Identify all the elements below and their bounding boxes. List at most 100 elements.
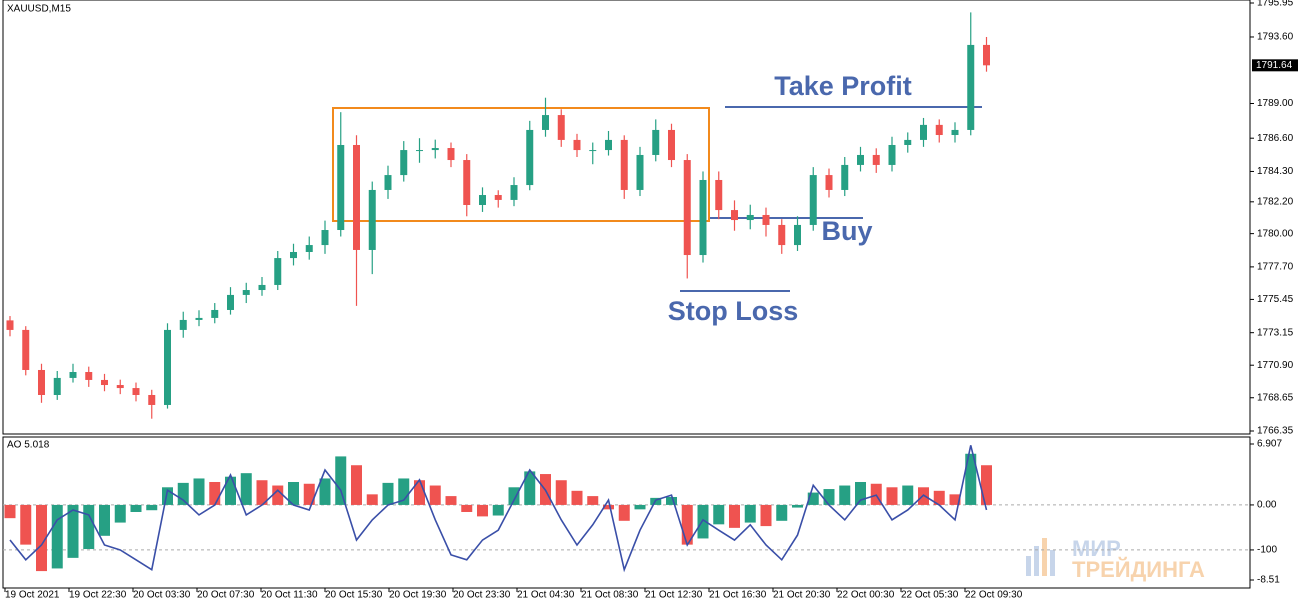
candle-body [841, 164, 849, 190]
y-tick-label: 1782.20 [1257, 196, 1294, 207]
ao-bar [823, 489, 835, 505]
candle-body [683, 160, 691, 256]
ao-bar [713, 504, 725, 525]
ao-bar [634, 504, 646, 510]
watermark-text: ТРЕЙДИНГА [1072, 557, 1205, 582]
x-tick-label: 22 Oct 00:30 [837, 590, 895, 600]
candle-body [22, 329, 30, 370]
candle-body [620, 139, 628, 190]
candle-body [935, 124, 943, 136]
candle-body [888, 144, 896, 165]
y-tick-label: 1766.35 [1257, 426, 1294, 437]
ao-bar [51, 504, 63, 569]
candle-body [589, 150, 597, 152]
x-tick-label: 22 Oct 05:30 [901, 590, 959, 600]
y-tick-label: 1784.30 [1257, 166, 1294, 177]
ao-bar [555, 480, 567, 505]
candle-body [857, 154, 864, 165]
ao-bar [303, 483, 315, 505]
y-tick-label: 1793.60 [1257, 32, 1294, 43]
candle-body [242, 290, 250, 295]
candle-body [132, 388, 140, 395]
candle-body [746, 214, 754, 221]
y-tick-label: 1786.60 [1257, 133, 1294, 144]
ao-bar [492, 504, 504, 516]
y-tick-label: 1777.70 [1257, 262, 1294, 273]
candle-body [951, 129, 959, 136]
candle-body [526, 129, 534, 186]
ao-bar [67, 504, 79, 558]
candle-body [605, 139, 612, 151]
ao-bar [587, 496, 599, 505]
candle-body [636, 154, 644, 190]
candle-body [872, 154, 880, 165]
ao-bar [807, 492, 819, 505]
y-tick-label: 6.907 [1257, 439, 1282, 450]
candle-body [227, 294, 234, 310]
candle-body [542, 115, 549, 130]
x-tick-label: 21 Oct 04:30 [517, 590, 575, 600]
ao-bar [666, 496, 677, 505]
candle-body [809, 175, 817, 225]
candle-body [668, 129, 675, 161]
candle-body [38, 369, 45, 395]
ao-bar [414, 480, 425, 505]
ao-bar [4, 504, 16, 519]
ao-bar [603, 504, 614, 510]
candle-body [778, 224, 786, 246]
ao-bar [729, 504, 740, 528]
candle-body [290, 251, 297, 259]
y-tick-label: 1789.00 [1257, 98, 1294, 109]
candle-body [148, 394, 156, 405]
candle-body [731, 210, 738, 221]
candle-body [211, 309, 219, 318]
candle-body [494, 195, 502, 200]
candle-body [6, 320, 14, 330]
ao-bar [83, 504, 95, 550]
ao-bar [288, 481, 299, 505]
x-tick-label: 19 Oct 2021 [5, 590, 60, 600]
ao-bar [193, 478, 205, 505]
candle-body [321, 230, 329, 246]
ao-bar [225, 476, 236, 505]
ao-bar [697, 504, 709, 539]
ao-bar [398, 478, 410, 505]
ao-bar [256, 480, 268, 505]
y-tick-label: 1768.65 [1257, 392, 1294, 403]
ao-bar [240, 473, 252, 505]
ao-bar [461, 504, 473, 512]
ao-bar [445, 496, 457, 505]
candle-body [164, 329, 171, 405]
candle-body [967, 44, 975, 130]
candle-body [573, 139, 581, 151]
candle-body [652, 129, 660, 155]
candle-body [353, 144, 360, 250]
ao-bar [681, 504, 693, 545]
symbol-label: XAUUSD,M15 [7, 4, 71, 15]
ao-bar [508, 487, 520, 505]
x-tick-label: 20 Oct 11:30 [261, 590, 318, 600]
ao-bar [319, 478, 331, 505]
y-tick-label: -8.51 [1257, 575, 1280, 586]
candle-body [337, 144, 345, 231]
watermark-icon [1026, 556, 1031, 576]
y-tick-label: 1775.45 [1257, 294, 1294, 305]
candle-body [101, 379, 108, 386]
x-tick-label: 21 Oct 08:30 [581, 590, 639, 600]
ao-bar [524, 471, 536, 505]
ao-bar [429, 485, 441, 505]
ao-bar [618, 504, 630, 521]
candle-body [179, 319, 187, 330]
stop-loss-label: Stop Loss [668, 296, 799, 326]
candle-body [85, 372, 93, 380]
price-pane [2, 0, 1251, 435]
candle-body [195, 317, 203, 320]
x-tick-label: 21 Oct 20:30 [773, 590, 831, 600]
ao-bar [571, 490, 583, 505]
ao-bar [477, 504, 488, 517]
ao-bar [130, 504, 142, 512]
watermark: МИР ТРЕЙДИНГА [1026, 536, 1205, 582]
current-price-box [1252, 59, 1298, 72]
ao-bar [335, 456, 347, 505]
ao-bar [839, 485, 851, 505]
